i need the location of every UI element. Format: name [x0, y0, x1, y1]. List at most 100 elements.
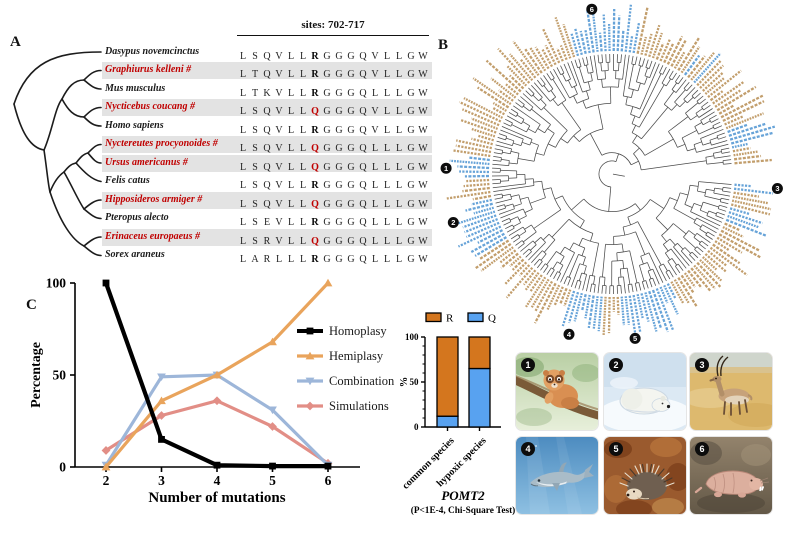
residue: G [323, 217, 331, 228]
panel-b-label: B [438, 37, 449, 53]
svg-text:Q: Q [488, 313, 496, 325]
residue: L [239, 124, 247, 136]
residue: W [418, 124, 428, 136]
residue: Q [359, 143, 367, 154]
residue: G [335, 87, 343, 99]
residue: L [299, 50, 307, 62]
residue: L [287, 161, 295, 173]
residue: L [383, 124, 391, 136]
residue: G [323, 50, 331, 62]
taxa-labels [446, 4, 776, 336]
species-row: Mus musculus L T K V L L R G G G Q L L L G W [102, 81, 432, 99]
svg-text:0: 0 [414, 422, 419, 432]
residue: L [275, 254, 283, 265]
variant-residue: Q [311, 106, 319, 117]
residue: Q [263, 50, 271, 62]
residue: L [239, 50, 247, 62]
residue: G [407, 161, 415, 173]
residue: V [275, 106, 283, 117]
residue: L [395, 124, 403, 136]
species-name: Dasypus novemcinctus [105, 45, 200, 57]
species-name: Ursus americanus # [105, 156, 188, 168]
panel-c-label: C [26, 297, 37, 313]
residue: G [335, 235, 343, 247]
residue: W [418, 87, 428, 99]
residue: G [407, 143, 415, 154]
residue: G [335, 69, 343, 80]
variant-residue: Q [311, 198, 319, 210]
species-name: Graphiurus kelleni # [105, 64, 192, 75]
residue: S [252, 124, 258, 136]
residue: G [347, 254, 355, 265]
residue: W [418, 161, 428, 173]
residue: L [383, 69, 391, 80]
residue: S [252, 198, 258, 210]
residue: G [335, 198, 343, 210]
residue: Q [359, 235, 367, 247]
residue: G [407, 198, 415, 210]
residue: L [371, 235, 379, 247]
residue: S [252, 235, 258, 247]
residue: L [299, 106, 307, 117]
residue: L [239, 161, 247, 173]
residue: V [371, 124, 379, 136]
species-row: Sorex araneus L A R L L L R G G G Q L L L G W [102, 247, 432, 267]
residue: L [395, 254, 403, 265]
residue: L [239, 106, 247, 117]
species-name: Nycticebus coucang # [105, 101, 195, 112]
residue: L [239, 143, 247, 154]
residue: Q [359, 217, 367, 228]
residue: G [323, 198, 331, 210]
species-name: Pteropus alecto [105, 212, 169, 223]
residue: V [371, 106, 379, 117]
residue: G [347, 69, 355, 80]
residue: L [383, 198, 391, 210]
svg-text:100: 100 [405, 332, 419, 342]
variant-residue: R [311, 180, 319, 191]
residue: G [347, 106, 355, 117]
residue: G [347, 217, 355, 228]
species-row: Nycticebus coucang # L S Q V L L Q G G G Q V L L G W [102, 99, 432, 119]
svg-text:5: 5 [633, 334, 637, 343]
residue: G [347, 161, 355, 173]
residue: G [323, 106, 331, 117]
svg-text:Simulations: Simulations [329, 399, 389, 413]
residue: L [395, 217, 403, 228]
svg-text:100: 100 [46, 276, 67, 291]
svg-text:Hemiplasy: Hemiplasy [329, 349, 384, 363]
residue: L [287, 124, 295, 136]
tree-branches [491, 53, 732, 295]
residue: V [275, 50, 283, 62]
series-homoplasy [102, 279, 332, 470]
residue: S [252, 106, 258, 117]
residue: G [323, 254, 331, 265]
residue: L [383, 106, 391, 117]
residue: L [287, 180, 295, 191]
residue: Q [263, 180, 271, 191]
animal-tile-1: 1 [516, 353, 598, 430]
bar-y-axis-title: % [399, 377, 410, 388]
clade-marker-6: 6 [586, 3, 598, 15]
stacked-bar-1 [436, 336, 459, 431]
residue: L [371, 87, 379, 99]
svg-text:5: 5 [269, 473, 276, 488]
residue: G [347, 50, 355, 62]
residue: G [347, 235, 355, 247]
residue: G [407, 87, 415, 99]
svg-text:50: 50 [410, 377, 420, 387]
sites-header: sites: 702-717 [237, 19, 429, 36]
residue: Q [263, 143, 271, 154]
species-row: Dasypus novemcinctus L S Q V L L R G G G Q V L L G W [102, 44, 432, 62]
residue: L [287, 106, 295, 117]
residue: G [335, 254, 343, 265]
residue: G [347, 143, 355, 154]
